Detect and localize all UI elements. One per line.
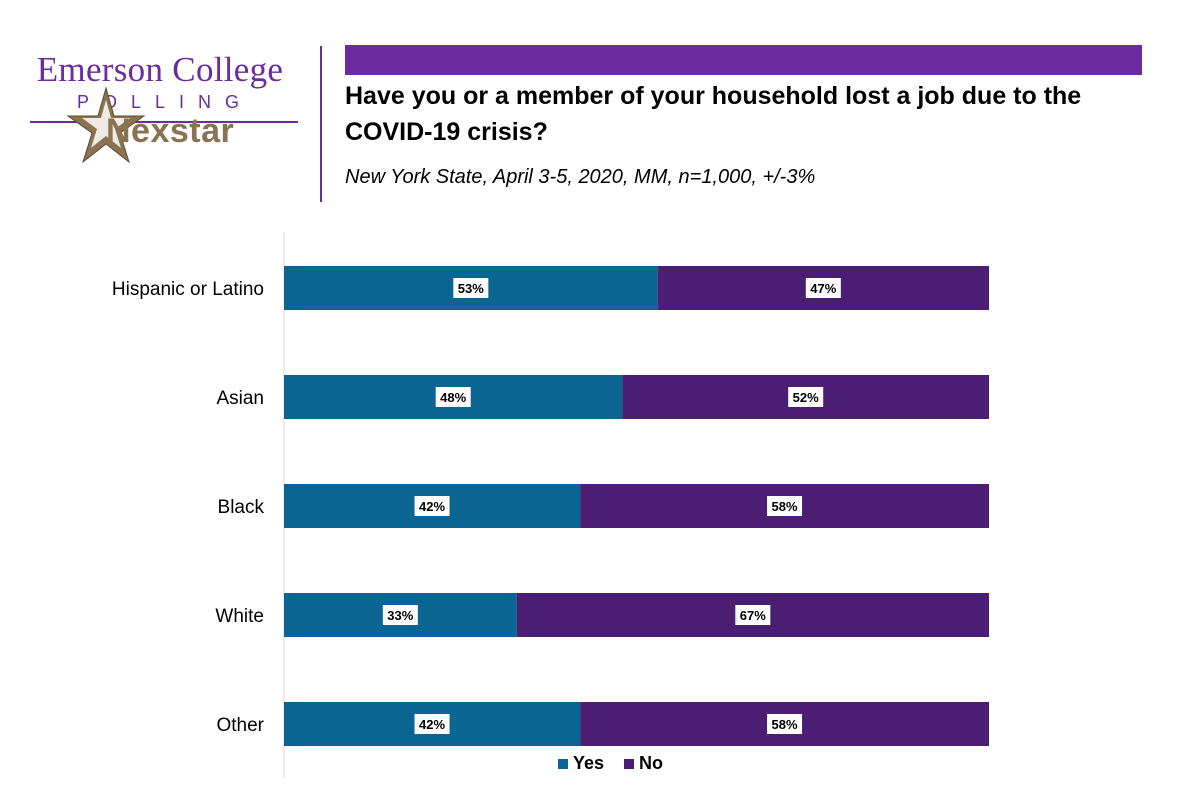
data-label: 53% <box>458 281 484 296</box>
brand-name: Emerson College <box>36 50 284 89</box>
category-label: White <box>215 606 264 627</box>
data-label: 42% <box>419 717 445 732</box>
data-label-box <box>453 278 489 298</box>
data-label: 58% <box>772 717 798 732</box>
nexstar-logo-text: Nexstar <box>106 112 235 150</box>
data-label-box <box>382 605 418 625</box>
category-label: Other <box>216 715 264 736</box>
legend-swatch <box>624 759 634 769</box>
nexstar-star-icon <box>66 86 146 164</box>
legend-label: No <box>639 753 663 773</box>
data-label: 33% <box>387 608 413 623</box>
brand-subname: POLLING <box>76 92 254 112</box>
legend-swatch <box>558 759 568 769</box>
header-divider <box>320 46 322 202</box>
chart-subtitle: New York State, April 3-5, 2020, MM, n=1… <box>345 166 816 188</box>
data-label-box <box>767 714 803 734</box>
data-label: 67% <box>740 608 766 623</box>
legend-label: Yes <box>573 753 604 773</box>
data-label-box <box>735 605 771 625</box>
data-label-box <box>414 714 450 734</box>
header-accent-bar <box>345 45 1142 75</box>
data-label: 58% <box>772 499 798 514</box>
data-label: 47% <box>810 281 836 296</box>
data-label-box <box>435 387 471 407</box>
data-label-box <box>414 496 450 516</box>
category-label: Black <box>218 497 265 518</box>
data-label: 42% <box>419 499 445 514</box>
data-label-box <box>805 278 841 298</box>
data-label: 48% <box>440 390 466 405</box>
data-label-box <box>767 496 803 516</box>
brand-divider <box>30 121 298 123</box>
data-label-box <box>788 387 824 407</box>
category-label: Hispanic or Latino <box>112 279 264 300</box>
chart-title: Have you or a member of your household l… <box>345 82 1082 146</box>
category-label: Asian <box>216 388 264 409</box>
data-label: 52% <box>793 390 819 405</box>
logo-area: Emerson College POLLING <box>0 40 310 210</box>
